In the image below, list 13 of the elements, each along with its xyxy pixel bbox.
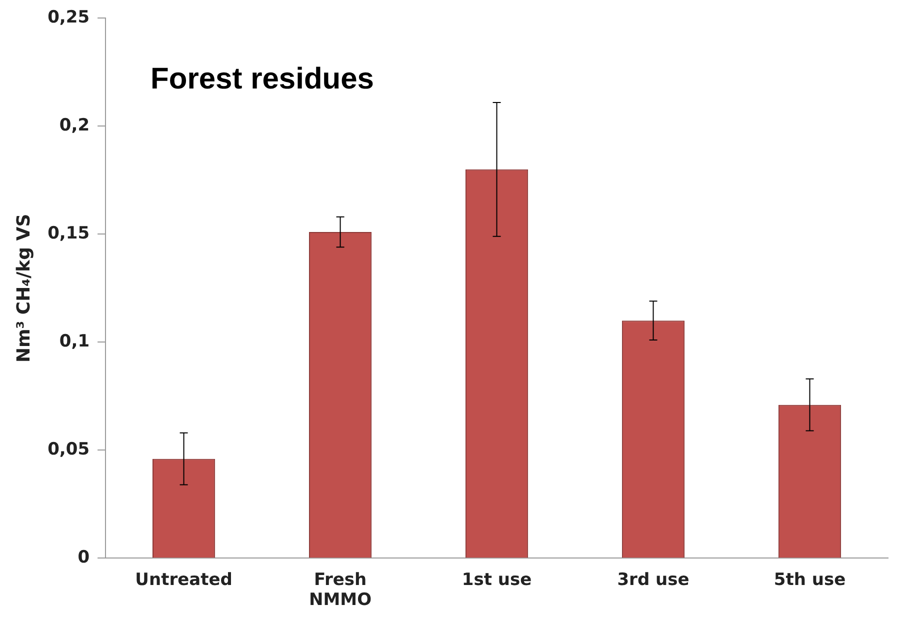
y-tick-label: 0,1 <box>59 332 90 352</box>
x-tick-label: 3rd use <box>617 570 690 590</box>
x-tick-label: Fresh NMMO <box>309 570 372 610</box>
text: Forest residues <box>150 62 374 96</box>
y-tick-label: 0 <box>78 548 90 568</box>
y-tick-label: 0,05 <box>48 440 90 460</box>
y-axis-title: Nm³ CH₄/kg VS <box>13 214 34 363</box>
x-tick-label: 1st use <box>462 570 532 590</box>
y-tick-label: 0,25 <box>48 8 90 28</box>
x-tick-label: Untreated <box>135 570 232 590</box>
y-tick-label: 0,2 <box>59 116 90 136</box>
x-tick-label: 5th use <box>774 570 846 590</box>
y-tick-label: 0,15 <box>48 224 90 244</box>
